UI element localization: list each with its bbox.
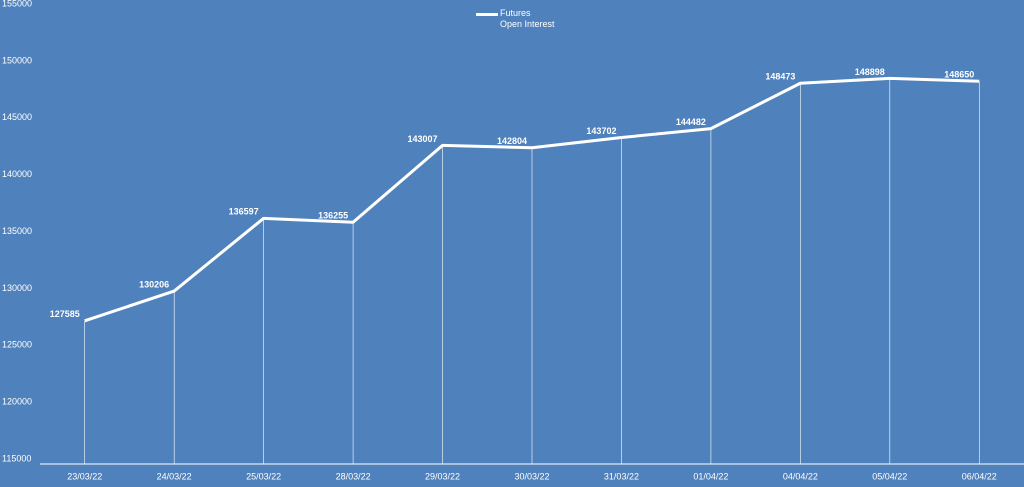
data-label: 127585 xyxy=(50,309,80,319)
x-tick-label: 06/04/22 xyxy=(962,471,997,481)
data-label: 142804 xyxy=(497,136,527,146)
data-label: 130206 xyxy=(139,279,169,289)
x-tick-label: 23/03/22 xyxy=(67,471,102,481)
x-tick-label: 24/03/22 xyxy=(157,471,192,481)
x-tick-label: 04/04/22 xyxy=(783,471,818,481)
y-tick-label: 145000 xyxy=(2,112,32,122)
data-label: 143702 xyxy=(586,126,616,136)
y-tick-label: 130000 xyxy=(2,283,32,293)
x-tick-label: 05/04/22 xyxy=(872,471,907,481)
y-tick-label: 115000 xyxy=(2,453,31,463)
x-tick-label: 30/03/22 xyxy=(514,471,549,481)
data-label: 143007 xyxy=(408,134,438,144)
data-label: 148650 xyxy=(944,70,974,80)
y-tick-label: 135000 xyxy=(2,226,32,236)
series-line xyxy=(84,76,980,323)
y-tick-label: 125000 xyxy=(2,340,32,350)
y-tick-label: 155000 xyxy=(2,0,32,8)
x-tick-label: 01/04/22 xyxy=(693,471,728,481)
data-label: 148473 xyxy=(765,72,795,82)
legend: Futures Open Interest xyxy=(476,8,556,30)
x-tick-label: 29/03/22 xyxy=(425,471,460,481)
x-tick-label: 28/03/22 xyxy=(336,471,371,481)
y-tick-label: 150000 xyxy=(2,55,32,65)
legend-swatch xyxy=(476,13,498,16)
legend-label: Futures Open Interest xyxy=(500,8,555,29)
data-label: 148898 xyxy=(855,67,885,77)
data-label: 136255 xyxy=(318,211,348,221)
data-label: 136597 xyxy=(229,207,259,217)
y-tick-label: 120000 xyxy=(2,397,32,407)
x-tick-label: 31/03/22 xyxy=(604,471,639,481)
data-label: 144482 xyxy=(676,117,706,127)
x-tick-label: 25/03/22 xyxy=(246,471,281,481)
y-tick-label: 140000 xyxy=(2,169,32,179)
